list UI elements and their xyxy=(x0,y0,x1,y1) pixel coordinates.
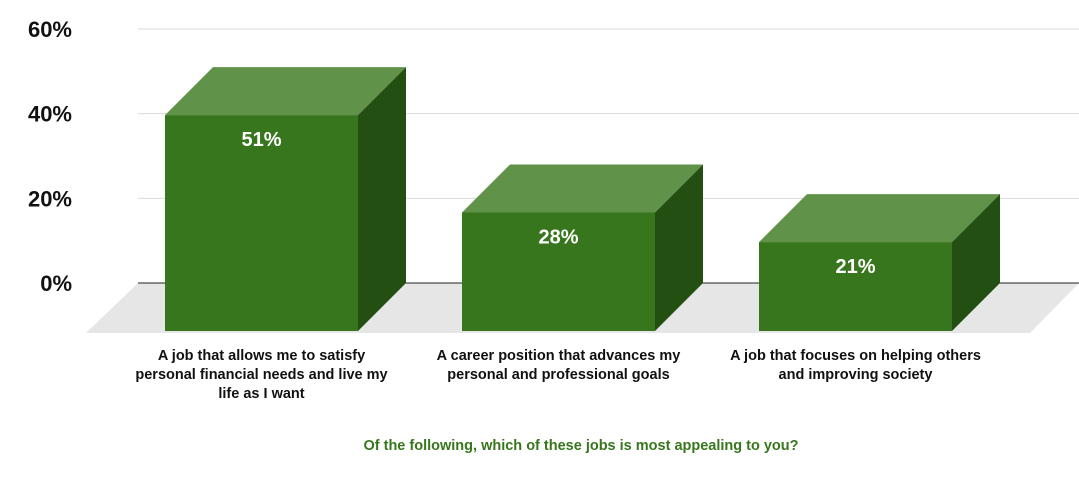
y-tick-label: 0% xyxy=(40,271,72,296)
bar-side-face xyxy=(358,67,406,331)
bar-front-face xyxy=(462,212,655,331)
y-axis-ticks: 0% 20% 40% 60% xyxy=(28,17,72,296)
bar-value-label: 28% xyxy=(538,226,578,248)
x-axis-title: Of the following, which of these jobs is… xyxy=(363,438,798,454)
category-label: A job that focuses on helping others and … xyxy=(730,348,981,383)
category-label: A career position that advances my person… xyxy=(437,348,681,383)
bar-side-face xyxy=(655,164,703,331)
category-labels: A job that allows me to satisfy personal … xyxy=(135,348,981,402)
bar: 51% xyxy=(165,67,406,331)
category-label: A job that allows me to satisfy personal … xyxy=(135,348,387,402)
bar: 28% xyxy=(462,164,703,331)
bar-top-face xyxy=(759,194,1000,243)
bar-value-label: 51% xyxy=(241,129,281,151)
bar-front-face xyxy=(759,242,952,331)
y-tick-label: 60% xyxy=(28,17,72,42)
y-tick-label: 40% xyxy=(28,102,72,127)
bar-side-face xyxy=(952,194,1000,331)
y-tick-label: 20% xyxy=(28,186,72,211)
bar-top-face xyxy=(462,164,703,213)
bar-top-face xyxy=(165,67,406,116)
bars: 51% 28% 21% xyxy=(165,67,1000,331)
bar-value-label: 21% xyxy=(835,256,875,278)
bar-front-face xyxy=(165,115,358,331)
bar: 21% xyxy=(759,194,1000,331)
